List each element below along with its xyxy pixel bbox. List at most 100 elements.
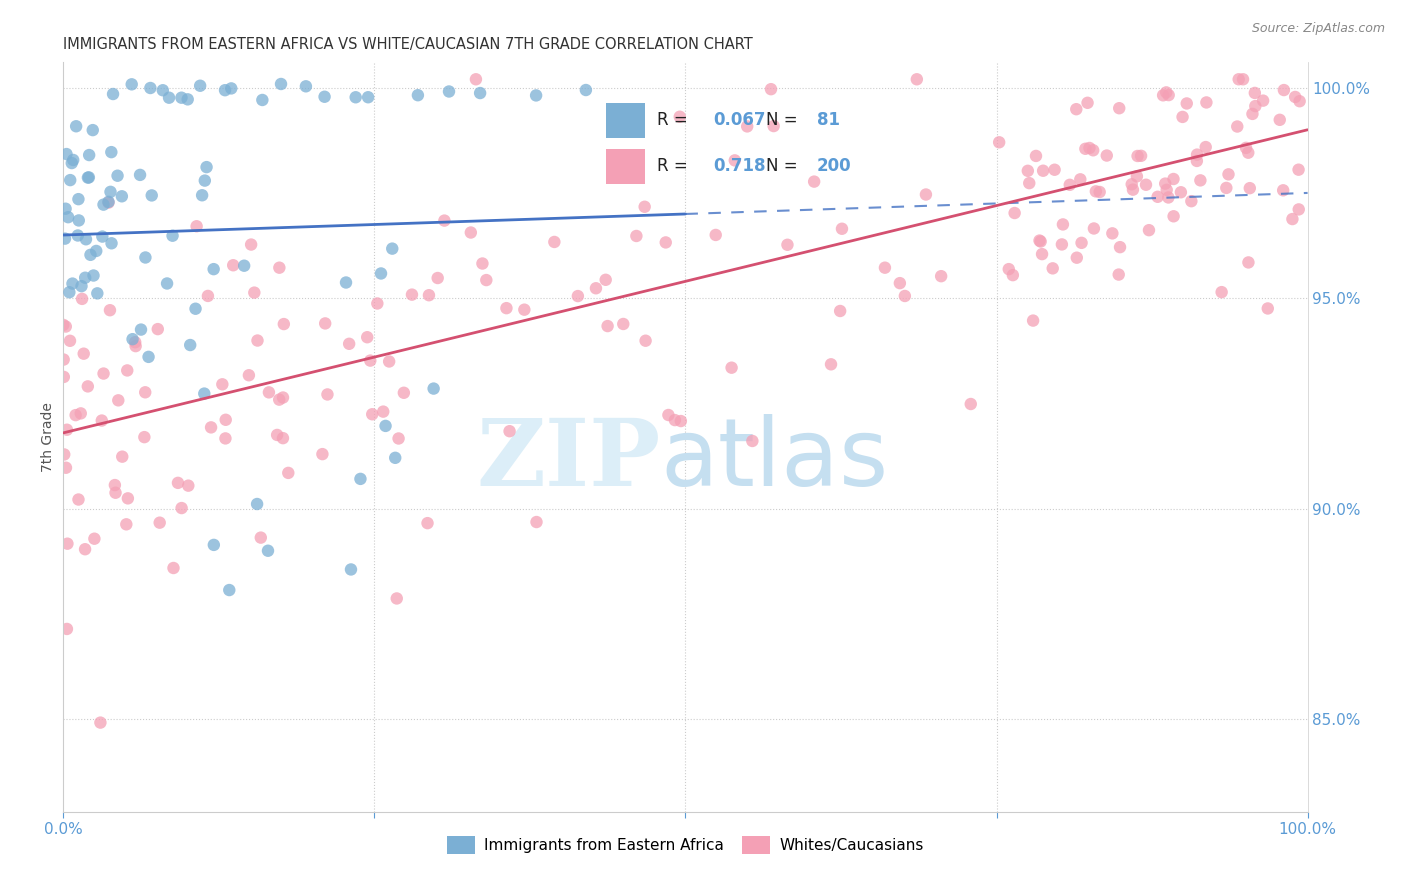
Point (100, 236, 122, 251)
Point (498, 424, 520, 438)
Point (460, 226, 482, 240)
Point (1288, 94, 1310, 108)
Point (202, 538, 225, 552)
Point (1281, 212, 1303, 227)
Point (238, 368, 260, 383)
Text: N =: N = (766, 112, 803, 129)
Point (1135, 178, 1157, 192)
Point (141, 188, 163, 202)
Point (295, 79, 318, 94)
Point (134, 385, 156, 400)
Point (121, 78, 143, 92)
Point (314, 317, 336, 331)
Point (89, 715, 111, 730)
Point (170, 501, 193, 516)
Point (56, 537, 79, 551)
Point (98, 303, 121, 318)
Point (101, 87, 124, 101)
Point (1185, 147, 1208, 161)
Point (664, 413, 686, 427)
Point (52, 370, 75, 384)
Text: atlas: atlas (661, 414, 889, 506)
Point (585, 281, 607, 295)
Point (67, 192, 90, 206)
Point (1170, 186, 1192, 200)
Point (889, 276, 911, 290)
Point (167, 475, 190, 490)
Point (803, 175, 825, 189)
Point (65, 120, 87, 134)
Point (1239, 181, 1261, 195)
Point (373, 404, 395, 418)
Point (406, 88, 429, 103)
Point (1050, 237, 1073, 252)
Point (1171, 110, 1194, 124)
Point (1175, 96, 1198, 111)
Point (595, 273, 617, 287)
Point (1268, 112, 1291, 127)
Point (124, 339, 146, 353)
Text: N =: N = (766, 158, 803, 176)
Point (1088, 185, 1111, 199)
Point (66, 228, 89, 243)
Y-axis label: 7th Grade: 7th Grade (41, 402, 55, 472)
Point (465, 72, 488, 87)
Point (471, 256, 494, 270)
Point (1156, 183, 1178, 197)
Point (359, 353, 381, 368)
Point (820, 357, 842, 371)
Point (575, 83, 598, 97)
Point (134, 251, 156, 265)
Point (1084, 185, 1107, 199)
Point (59, 334, 82, 348)
Point (65, 408, 87, 422)
Point (1025, 149, 1047, 163)
Point (194, 173, 217, 187)
Point (111, 189, 134, 203)
Point (55, 460, 77, 475)
Point (270, 77, 292, 91)
Point (384, 450, 406, 465)
Point (634, 200, 657, 214)
Point (997, 262, 1019, 277)
Point (735, 120, 758, 134)
Point (311, 447, 333, 461)
Point (314, 89, 336, 103)
Point (252, 93, 274, 107)
Point (240, 237, 263, 252)
Point (1130, 149, 1153, 163)
Point (401, 287, 423, 301)
Point (1137, 223, 1160, 237)
Point (385, 591, 408, 606)
Point (104, 478, 127, 492)
Point (246, 497, 269, 511)
Text: IMMIGRANTS FROM EASTERN AFRICA VS WHITE/CAUCASIAN 7TH GRADE CORRELATION CHART: IMMIGRANTS FROM EASTERN AFRICA VS WHITE/… (63, 37, 754, 52)
Point (100, 145, 122, 160)
Point (83, 532, 105, 546)
Point (366, 296, 388, 310)
Point (335, 276, 357, 290)
Point (704, 227, 727, 242)
Point (344, 90, 367, 104)
Point (1078, 141, 1101, 155)
Point (1004, 206, 1026, 220)
Point (222, 258, 245, 272)
Point (1109, 240, 1132, 254)
Point (1029, 235, 1052, 249)
Point (1163, 209, 1185, 223)
Point (337, 336, 360, 351)
Point (52, 352, 75, 367)
Point (266, 428, 288, 442)
Legend: Immigrants from Eastern Africa, Whites/Caucasians: Immigrants from Eastern Africa, Whites/C… (441, 830, 929, 860)
Point (1185, 153, 1208, 168)
Point (356, 330, 378, 344)
Point (340, 562, 363, 576)
Point (1032, 163, 1054, 178)
Point (177, 92, 200, 106)
Point (124, 335, 146, 350)
Point (53, 447, 76, 461)
Point (1234, 141, 1257, 155)
Point (107, 169, 129, 183)
Point (1272, 183, 1295, 197)
Point (157, 91, 180, 105)
